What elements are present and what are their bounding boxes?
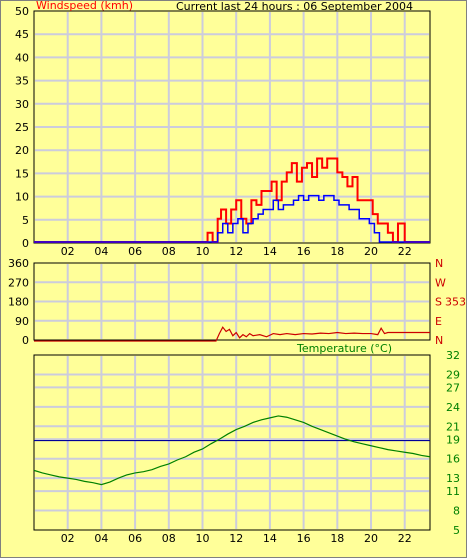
x-tick-label: 16 (297, 532, 311, 545)
y-tick-label: 11 (446, 485, 460, 498)
y-tick-label: 0 (22, 334, 29, 347)
y-tick-label: 13 (446, 472, 460, 485)
x-tick-label: 02 (61, 245, 75, 258)
y-tick-label: 0 (22, 237, 29, 250)
y-tick-label: 8 (453, 505, 460, 518)
y-tick-label: 5 (453, 524, 460, 537)
y-tick-label: 19 (446, 433, 460, 446)
y-tick-label: 270 (8, 276, 29, 289)
y-tick-label: 90 (15, 315, 29, 328)
y-tick-label: 16 (446, 453, 460, 466)
y-tick-label: 50 (15, 5, 29, 18)
x-tick-label: 06 (128, 245, 142, 258)
y-tick-label: 27 (446, 381, 460, 394)
y-tick-label: 21 (446, 420, 460, 433)
y-tick-label: 5 (22, 214, 29, 227)
chart-title-windspeed: Windspeed (kmh) (36, 0, 133, 12)
series-line-gust (34, 157, 430, 243)
y-tick-label: 360 (8, 257, 29, 270)
x-tick-label: 14 (263, 532, 277, 545)
plot-area-2 (33, 354, 431, 531)
compass-label: N (435, 334, 443, 347)
y-tick-label: 10 (15, 191, 29, 204)
compass-label: E (435, 315, 442, 328)
page-title: Current last 24 hours : 06 September 200… (176, 0, 413, 13)
compass-label: N (435, 257, 443, 270)
y-tick-label: 40 (15, 51, 29, 64)
x-tick-label: 04 (94, 245, 108, 258)
x-tick-label: 22 (398, 245, 412, 258)
series-line-average (34, 194, 430, 243)
x-tick-label: 06 (128, 532, 142, 545)
compass-label: W (435, 276, 446, 289)
y-tick-label: 45 (15, 28, 29, 41)
chart-title-temperature: Temperature (°C) (296, 342, 392, 355)
x-tick-label: 12 (229, 532, 243, 545)
y-tick-label: 35 (15, 75, 29, 88)
y-tick-label: 24 (446, 401, 460, 414)
y-tick-label: 25 (15, 121, 29, 134)
x-tick-label: 08 (162, 245, 176, 258)
x-tick-label: 22 (398, 532, 412, 545)
x-tick-label: 18 (330, 532, 344, 545)
x-tick-label: 20 (364, 245, 378, 258)
x-tick-label: 20 (364, 532, 378, 545)
x-tick-label: 14 (263, 245, 277, 258)
y-tick-label: 180 (8, 296, 29, 309)
y-tick-label: 32 (446, 349, 460, 362)
y-tick-label: 29 (446, 368, 460, 381)
series-line-temperature (33, 415, 431, 486)
y-tick-label: 15 (15, 167, 29, 180)
x-tick-label: 04 (94, 532, 108, 545)
x-tick-label: 18 (330, 245, 344, 258)
series-line-direction (34, 326, 430, 342)
y-tick-label: 30 (15, 98, 29, 111)
x-tick-label: 12 (229, 245, 243, 258)
compass-label: S (435, 296, 442, 309)
x-tick-label: 08 (162, 532, 176, 545)
x-tick-label: 16 (297, 245, 311, 258)
y-tick-label: 20 (15, 144, 29, 157)
x-tick-label: 10 (196, 532, 210, 545)
x-tick-label: 02 (61, 532, 75, 545)
x-tick-label: 10 (196, 245, 210, 258)
current-direction-value: 353 (445, 296, 466, 309)
